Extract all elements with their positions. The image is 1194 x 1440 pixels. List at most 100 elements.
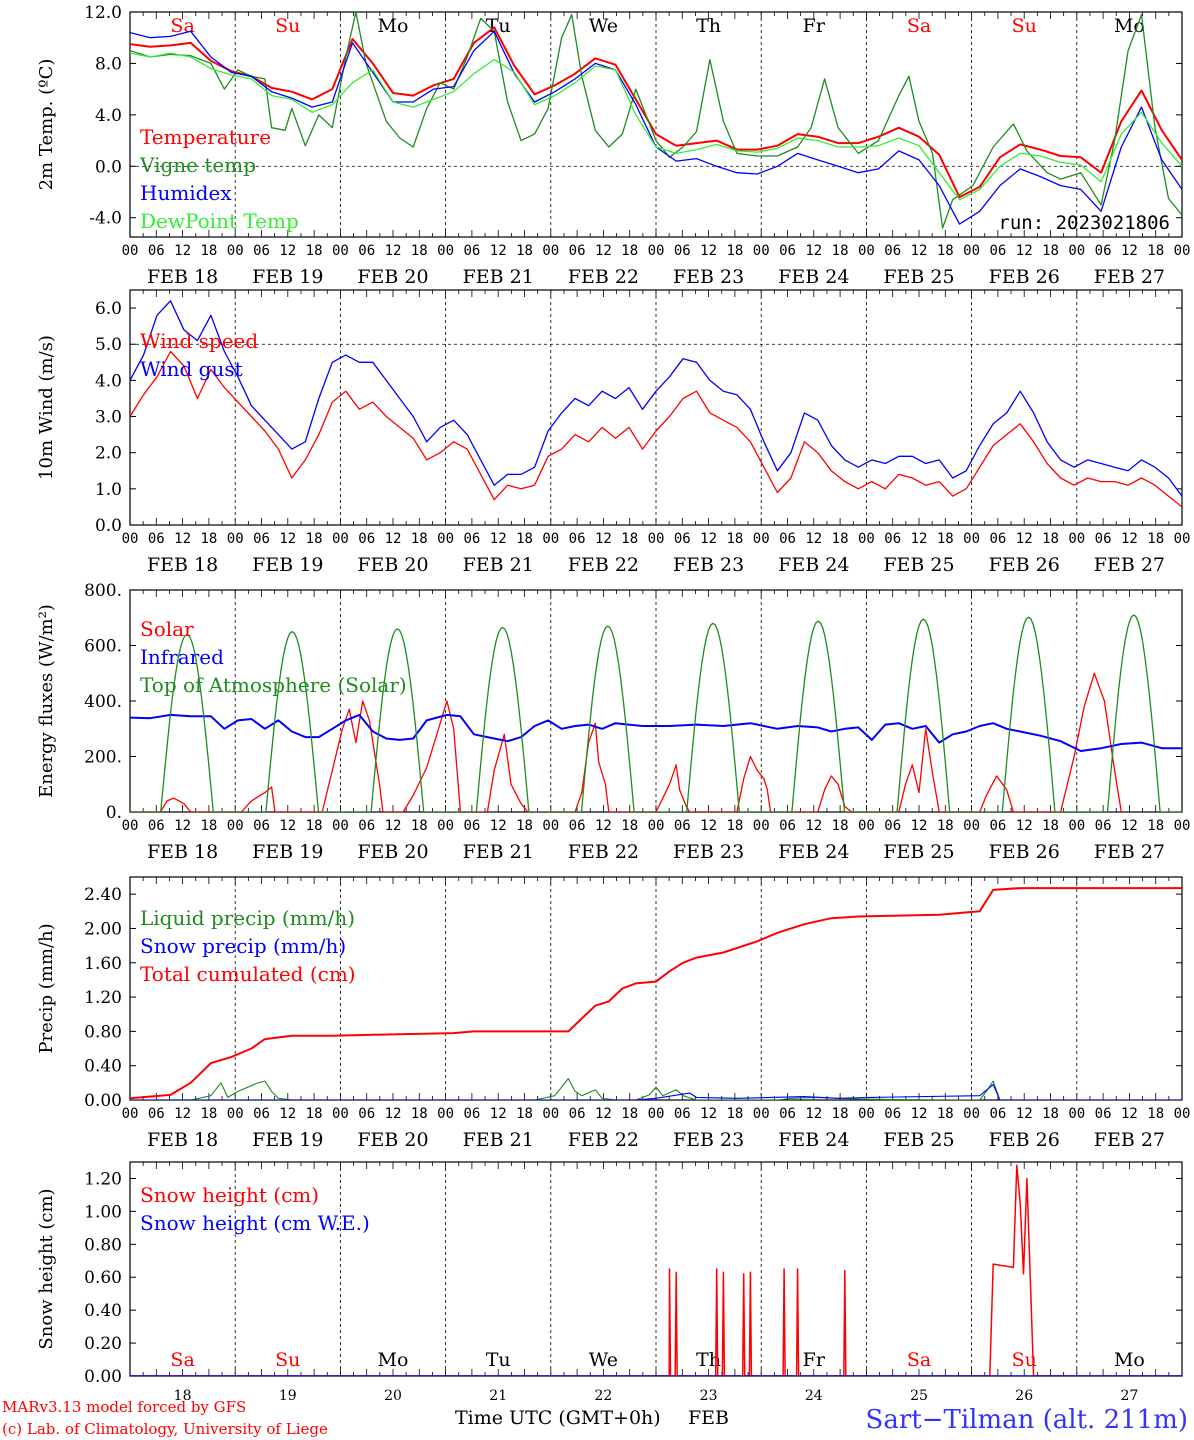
hour-label: 06 xyxy=(989,818,1006,834)
day-abbr-label: We xyxy=(589,1349,618,1371)
day-abbr-label: Fr xyxy=(803,1349,826,1371)
hour-label: 00 xyxy=(122,243,139,259)
hour-label: 00 xyxy=(542,531,559,547)
hour-label: 00 xyxy=(753,243,770,259)
hour-label: 18 xyxy=(1042,1106,1059,1122)
hour-label: 06 xyxy=(1095,818,1112,834)
hour-label: 06 xyxy=(463,818,480,834)
legend-entry: Liquid precip (mm/h) xyxy=(140,906,355,930)
hour-label: 00 xyxy=(332,243,349,259)
day-number-label: 24 xyxy=(805,1388,823,1404)
hour-label: 18 xyxy=(832,243,849,259)
date-label: FEB 27 xyxy=(1094,1129,1165,1151)
y-tick-label: 12.0 xyxy=(84,3,122,23)
hour-label: 06 xyxy=(674,531,691,547)
date-label: FEB 21 xyxy=(463,841,534,863)
date-label: FEB 27 xyxy=(1094,554,1165,576)
hour-label: 12 xyxy=(174,818,191,834)
hour-label: 00 xyxy=(858,243,875,259)
hour-label: 00 xyxy=(437,243,454,259)
legend-entry: Top of Atmosphere (Solar) xyxy=(140,673,407,697)
y-axis-label: 2m Temp. (ºC) xyxy=(36,59,57,191)
hour-label: 00 xyxy=(437,818,454,834)
station-label: Sart−Tilman (alt. 211m) xyxy=(866,1405,1188,1435)
series-line-lightgreen xyxy=(130,52,1182,201)
hour-label: 06 xyxy=(569,1106,586,1122)
date-label: FEB 21 xyxy=(463,266,534,288)
hour-label: 00 xyxy=(963,1106,980,1122)
date-label: FEB 23 xyxy=(673,1129,744,1151)
day-abbr-label: Sa xyxy=(170,1349,194,1371)
y-axis-label: Precip (mm/h) xyxy=(36,923,57,1053)
hour-label: 18 xyxy=(937,531,954,547)
series-line-red xyxy=(130,887,1182,1100)
y-tick-label: 1.60 xyxy=(84,954,122,974)
y-tick-label: 2.40 xyxy=(84,885,122,905)
hour-label: 00 xyxy=(1068,818,1085,834)
hour-label: 06 xyxy=(253,1106,270,1122)
hour-label: 12 xyxy=(805,243,822,259)
series-group xyxy=(130,887,1182,1100)
hour-label: 00 xyxy=(227,1106,244,1122)
hour-label: 06 xyxy=(358,243,375,259)
month-label: FEB xyxy=(688,1407,729,1429)
y-tick-label: 2.00 xyxy=(84,919,122,939)
hour-label: 06 xyxy=(463,243,480,259)
legend-entry: Infrared xyxy=(140,645,224,669)
legend-entry: DewPoint Temp xyxy=(140,209,299,233)
legend-entry: Total cumulated (cm) xyxy=(140,962,356,986)
series-group xyxy=(130,614,1182,812)
hour-label: 18 xyxy=(306,818,323,834)
legend-entry: Solar xyxy=(140,617,194,641)
hour-label: 12 xyxy=(490,531,507,547)
day-number-label: 21 xyxy=(489,1388,507,1404)
hour-label: 18 xyxy=(411,243,428,259)
hour-label: 12 xyxy=(1121,243,1138,259)
hour-label: 18 xyxy=(726,531,743,547)
date-label: FEB 25 xyxy=(883,1129,954,1151)
hour-label: 12 xyxy=(279,1106,296,1122)
hour-label: 18 xyxy=(832,1106,849,1122)
run-label: run: 2023021806 xyxy=(998,212,1170,234)
date-label: FEB 18 xyxy=(147,554,218,576)
hour-label: 06 xyxy=(674,1106,691,1122)
date-label: FEB 22 xyxy=(568,841,639,863)
hour-label: 00 xyxy=(1068,243,1085,259)
hour-label: 12 xyxy=(911,243,928,259)
hour-label: 00 xyxy=(753,531,770,547)
hour-label: 12 xyxy=(595,818,612,834)
hour-label: 18 xyxy=(516,531,533,547)
hour-label: 06 xyxy=(884,531,901,547)
hour-label: 18 xyxy=(411,818,428,834)
hour-label: 18 xyxy=(516,818,533,834)
hour-label: 18 xyxy=(1042,531,1059,547)
hour-label: 18 xyxy=(411,1106,428,1122)
date-label: FEB 24 xyxy=(778,1129,849,1151)
y-tick-label: 3.0 xyxy=(95,408,122,428)
date-label: FEB 27 xyxy=(1094,841,1165,863)
hour-label: 06 xyxy=(148,243,165,259)
hour-label: 06 xyxy=(358,531,375,547)
hour-label: 12 xyxy=(805,531,822,547)
series-line-red xyxy=(130,1164,1182,1376)
hour-label: 06 xyxy=(463,1106,480,1122)
hour-label: 06 xyxy=(674,818,691,834)
hour-label: 06 xyxy=(358,1106,375,1122)
y-tick-label: 400. xyxy=(84,692,122,712)
day-number-label: 26 xyxy=(1015,1388,1033,1404)
y-tick-label: 8.0 xyxy=(95,54,122,74)
hour-label: 12 xyxy=(490,818,507,834)
date-label: FEB 24 xyxy=(778,841,849,863)
date-label: FEB 25 xyxy=(883,554,954,576)
date-label: FEB 26 xyxy=(989,1129,1060,1151)
day-abbr-label: Su xyxy=(1012,1349,1037,1371)
hour-label: 00 xyxy=(648,243,665,259)
date-label: FEB 19 xyxy=(252,841,323,863)
hour-label: 12 xyxy=(700,818,717,834)
hour-label: 18 xyxy=(306,1106,323,1122)
hour-label: 18 xyxy=(832,818,849,834)
series-line-blue xyxy=(130,1084,1182,1100)
hour-label: 18 xyxy=(200,243,217,259)
hour-label: 18 xyxy=(1042,243,1059,259)
